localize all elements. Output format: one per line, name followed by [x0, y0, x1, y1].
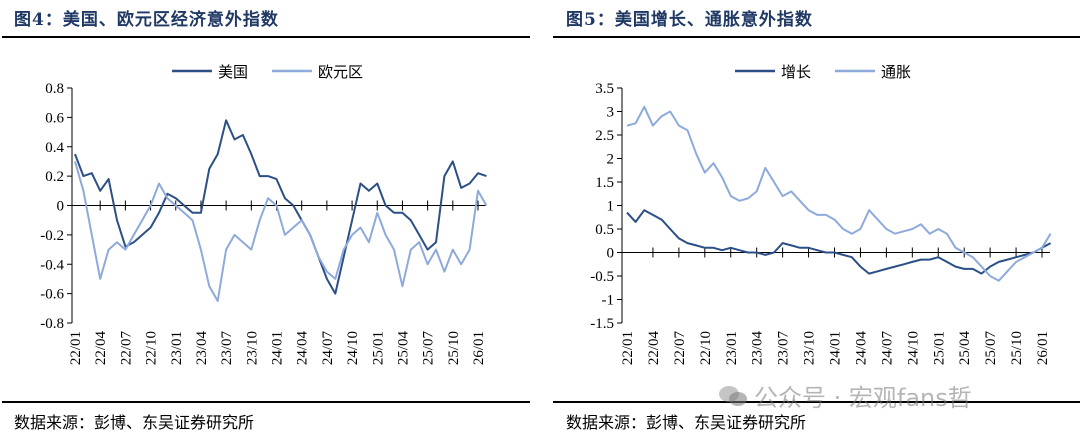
watermark-text: 公众号 · 宏观fans哲 [754, 384, 972, 412]
right-x-tick-label: 23/10 [802, 331, 818, 365]
left-x-tick-label: 26/01 [471, 331, 487, 365]
right-x-tick-label: 26/01 [1035, 331, 1051, 365]
left-x-tick-label: 24/04 [295, 331, 311, 366]
right-x-tick-label: 22/07 [672, 331, 688, 366]
left-x-tick-label: 23/07 [219, 331, 235, 366]
right-y-tick-label: 2 [607, 152, 615, 168]
right-source: 数据来源：彭博、东吴证券研究所 [566, 413, 807, 432]
left-chart-title: 图4：美国、欧元区经济意外指数 [14, 10, 279, 30]
left-x-tick-label: 22/01 [68, 331, 84, 365]
right-x-tick-label: 25/07 [983, 331, 999, 366]
right-y-tick-label: -0.5 [590, 269, 614, 285]
left-x-tick-label: 23/04 [194, 331, 210, 366]
left-source: 数据来源：彭博、东吴证券研究所 [14, 413, 255, 432]
left-x-tick-label: 22/10 [144, 331, 160, 365]
left-y-tick-label: -0.6 [40, 287, 64, 303]
right-x-tick-label: 22/01 [620, 331, 636, 365]
right-series-light-line [626, 105, 1052, 282]
right-x-tick-label: 22/04 [646, 331, 662, 366]
left-y-tick-label: 0.8 [45, 81, 64, 97]
left-y-tick-label: -0.2 [40, 228, 64, 244]
right-y-tick-label: 0 [607, 246, 615, 262]
left-x-tick-label: 22/04 [93, 331, 109, 366]
left-x-tick-label: 23/10 [244, 331, 260, 365]
right-series-dark-line [626, 209, 1052, 275]
left-x-tick-label: 25/07 [421, 331, 437, 366]
left-series-dark-line [74, 119, 487, 295]
left-legend-label: 美国 [218, 63, 248, 81]
right-legend-label: 增长 [781, 63, 811, 81]
left-y-tick-label: -0.8 [40, 316, 64, 332]
left-legend-label: 欧元区 [318, 63, 363, 81]
right-x-tick-label: 25/10 [1009, 331, 1025, 365]
right-x-tick-label: 25/01 [931, 331, 947, 365]
left-y-tick-label: 0.6 [45, 110, 64, 126]
right-source-rule [553, 401, 1080, 403]
right-y-tick-label: 0.5 [595, 222, 614, 238]
left-x-tick-label: 25/04 [395, 331, 411, 366]
left-x-tick-label: 25/01 [370, 331, 386, 365]
right-y-tick-label: 3.5 [595, 81, 614, 97]
left-x-tick-label: 24/07 [320, 331, 336, 366]
right-y-tick-label: -1 [602, 293, 615, 309]
left-y-tick-label: 0.2 [45, 169, 64, 185]
left-x-tick-label: 23/01 [169, 331, 185, 365]
left-y-tick-label: -0.4 [40, 257, 64, 273]
right-title-rule [553, 36, 1080, 38]
right-x-tick-label: 24/10 [905, 331, 921, 365]
wechat-icon [718, 384, 748, 408]
left-title-rule [2, 36, 530, 38]
left-x-tick-label: 22/07 [118, 331, 134, 366]
right-x-tick-label: 24/07 [879, 331, 895, 366]
left-source-rule [2, 401, 530, 403]
left-x-tick-label: 24/10 [345, 331, 361, 365]
right-x-tick-label: 23/01 [724, 331, 740, 365]
right-x-tick-label: 23/04 [750, 331, 766, 366]
right-y-tick-label: -1.5 [590, 316, 614, 332]
right-chart-title: 图5：美国增长、通胀意外指数 [566, 10, 813, 30]
right-x-tick-label: 24/04 [853, 331, 869, 366]
right-x-tick-label: 24/01 [828, 331, 844, 365]
right-x-tick-label: 25/04 [957, 331, 973, 366]
right-legend-label: 通胀 [881, 63, 911, 81]
left-y-tick-label: 0.4 [45, 140, 64, 156]
right-x-tick-label: 23/07 [776, 331, 792, 366]
left-y-tick-label: 0 [57, 199, 65, 215]
left-series-light-line [74, 161, 488, 302]
left-x-tick-label: 25/10 [446, 331, 462, 365]
watermark: 公众号 · 宏观fans哲 [718, 378, 972, 413]
right-y-tick-label: 3 [607, 105, 615, 121]
right-y-tick-label: 1 [607, 199, 615, 215]
right-y-tick-label: 2.5 [595, 128, 614, 144]
left-x-tick-label: 24/01 [270, 331, 286, 365]
right-x-tick-label: 22/10 [698, 331, 714, 365]
right-y-tick-label: 1.5 [595, 175, 614, 191]
